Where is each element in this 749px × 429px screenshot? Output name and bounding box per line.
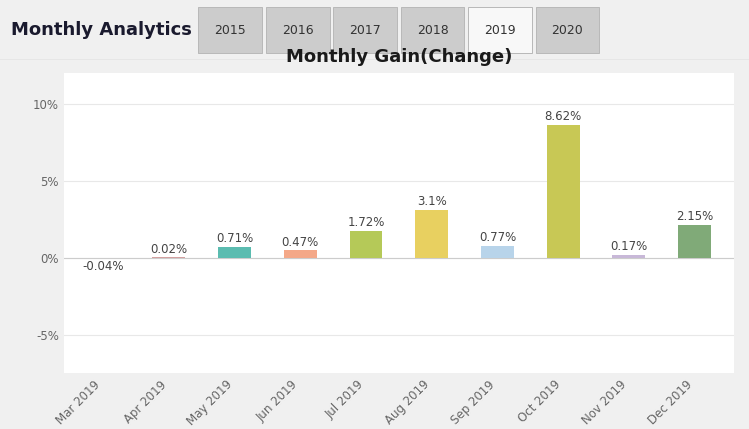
Text: 2018: 2018 — [416, 24, 449, 36]
Text: 0.71%: 0.71% — [216, 232, 253, 245]
Bar — [468, 6, 532, 54]
Bar — [401, 6, 464, 54]
Text: 0.17%: 0.17% — [610, 240, 647, 253]
Bar — [218, 247, 251, 258]
Bar — [613, 255, 646, 258]
Text: 1.72%: 1.72% — [348, 216, 385, 230]
Text: 2015: 2015 — [214, 24, 246, 36]
Text: Monthly Analytics: Monthly Analytics — [11, 21, 192, 39]
Text: 2017: 2017 — [349, 24, 381, 36]
Text: 3.1%: 3.1% — [417, 195, 446, 208]
Text: 2016: 2016 — [282, 24, 314, 36]
Text: 0.02%: 0.02% — [151, 242, 187, 256]
Bar — [481, 246, 514, 258]
Bar — [678, 225, 711, 258]
Bar — [350, 231, 383, 258]
Text: 2019: 2019 — [484, 24, 516, 36]
Bar — [333, 6, 397, 54]
Text: 2020: 2020 — [551, 24, 583, 36]
Bar — [536, 6, 599, 54]
Text: 0.77%: 0.77% — [479, 231, 516, 244]
Bar — [198, 6, 262, 54]
Title: Monthly Gain(Change): Monthly Gain(Change) — [285, 48, 512, 66]
Bar — [547, 125, 580, 258]
Bar — [284, 251, 317, 258]
Text: 0.47%: 0.47% — [282, 236, 319, 249]
Bar — [266, 6, 330, 54]
Text: 8.62%: 8.62% — [545, 110, 582, 123]
Text: 2.15%: 2.15% — [676, 210, 713, 223]
Bar — [415, 210, 448, 258]
Text: -0.04%: -0.04% — [82, 260, 124, 273]
